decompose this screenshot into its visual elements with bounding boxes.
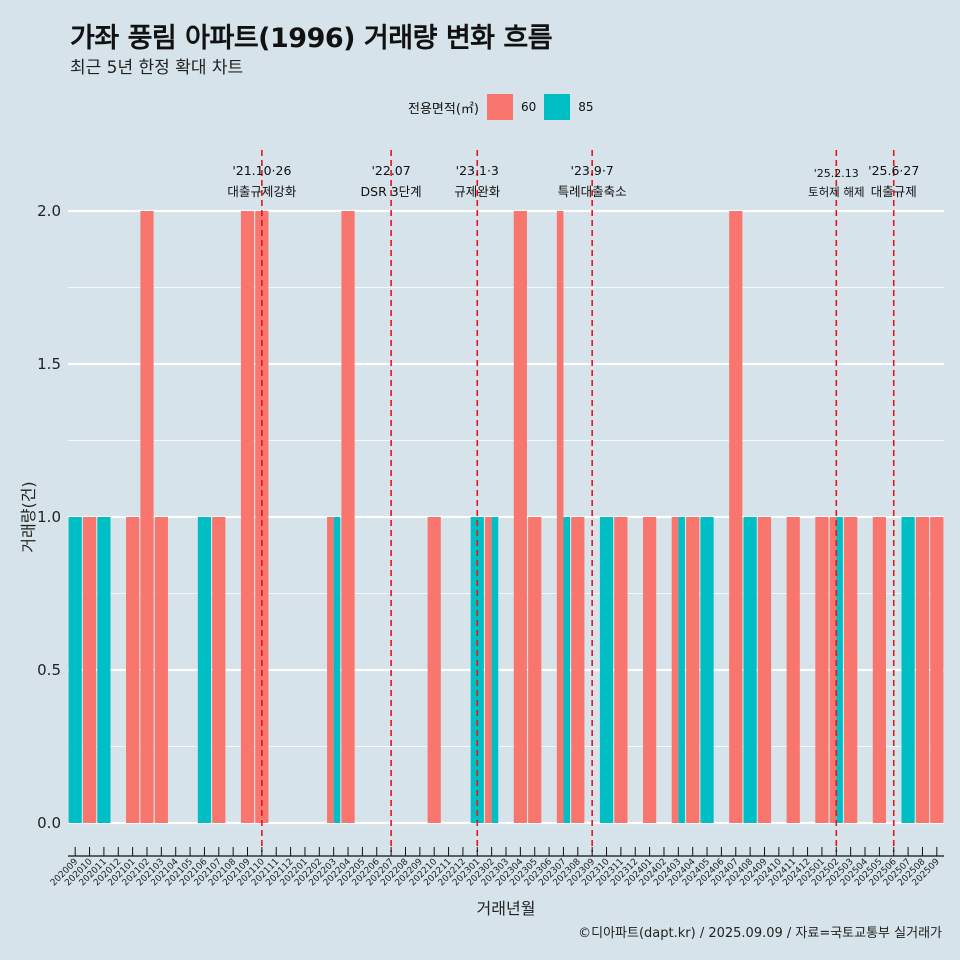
annotation-date: '23.9·7 (571, 163, 614, 178)
bar-202010-60 (82, 517, 97, 823)
bar-202103-60 (154, 517, 168, 823)
bar-202307-60 (556, 211, 564, 823)
bar-202310-85 (599, 517, 614, 823)
y-tick-label: 1.5 (37, 355, 61, 373)
bar-202508-60 (915, 517, 930, 823)
bar-202403-60 (671, 517, 679, 823)
legend-label-85: 85 (578, 100, 594, 114)
chart-title: 가좌 풍림 아파트(1996) 거래량 변화 흐름 (70, 23, 553, 54)
bar-202011-85 (97, 517, 111, 823)
bar-202503-60 (844, 517, 858, 823)
bar-202404-60 (686, 517, 700, 823)
bar-202203-60 (327, 517, 334, 823)
bar-202302-85 (491, 517, 499, 823)
bar-202106-85 (197, 517, 212, 823)
bar-202509-60 (930, 517, 944, 823)
bar-202102-60 (140, 211, 154, 823)
annotation-label: 토허제 해제 (808, 185, 865, 199)
legend-label-60: 60 (520, 100, 537, 114)
bar-202405-85 (700, 517, 714, 823)
bar-202502-85 (836, 517, 843, 823)
bar-202210-60 (427, 517, 441, 823)
bar-202107-60 (212, 517, 226, 823)
annotation-date: '23.1·3 (456, 163, 499, 178)
bar-202411-60 (786, 517, 800, 823)
legend: 전용면적(㎡) 60 85 (408, 93, 602, 121)
y-tick-label: 2.0 (37, 202, 61, 220)
bar-202110-60 (255, 211, 269, 823)
bar-202204-60 (341, 211, 355, 823)
bar-202308-60 (571, 517, 585, 823)
annotation-label: 대출규제 (871, 184, 917, 199)
bar-202311-60 (614, 517, 628, 823)
bar-202009-85 (68, 517, 82, 823)
chart-subtitle: 최근 5년 한정 확대 차트 (70, 58, 244, 78)
bar-202101-60 (126, 517, 140, 823)
x-axis-title: 거래년월 (477, 899, 536, 918)
bar-202302-60 (485, 517, 492, 823)
annotation-date: '25.6·27 (868, 163, 919, 178)
bar-202304-60 (513, 211, 527, 823)
bar-202407-60 (729, 211, 743, 823)
legend-title: 전용면적(㎡) (408, 101, 479, 117)
annotation-date: '21.10·26 (232, 163, 291, 178)
legend-key-85 (544, 94, 571, 120)
chart-caption: ©디아파트(dapt.kr) / 2025.09.09 / 자료=국토교통부 실… (578, 926, 942, 941)
y-tick-label: 0.0 (37, 814, 61, 832)
annotation-label: 대출규제강화 (227, 184, 297, 199)
y-tick-label: 1.0 (37, 508, 61, 526)
annotation-label: DSR 3단계 (361, 184, 422, 199)
bar-202507-85 (901, 517, 915, 823)
y-axis-title: 거래량(건) (19, 481, 38, 552)
bar-202409-60 (757, 517, 772, 823)
bar-202505-60 (872, 517, 886, 823)
annotation-date: '25.2.13 (814, 167, 859, 180)
bar-202403-85 (678, 517, 685, 823)
annotation-label: 특례대출축소 (558, 184, 627, 199)
bar-202401-60 (643, 517, 657, 823)
bar-202408-85 (743, 517, 757, 823)
bar-202305-60 (528, 517, 542, 823)
bar-202109-60 (240, 211, 255, 823)
legend-key-60 (486, 94, 513, 120)
bar-202307-85 (563, 517, 571, 823)
annotation-label: 규제완화 (454, 184, 501, 199)
bar-202203-85 (333, 517, 341, 823)
annotation-date: '22.07 (371, 163, 410, 178)
bar-202501-60 (815, 517, 829, 823)
bar-202502-60 (829, 517, 837, 823)
y-tick-label: 0.5 (37, 661, 61, 679)
